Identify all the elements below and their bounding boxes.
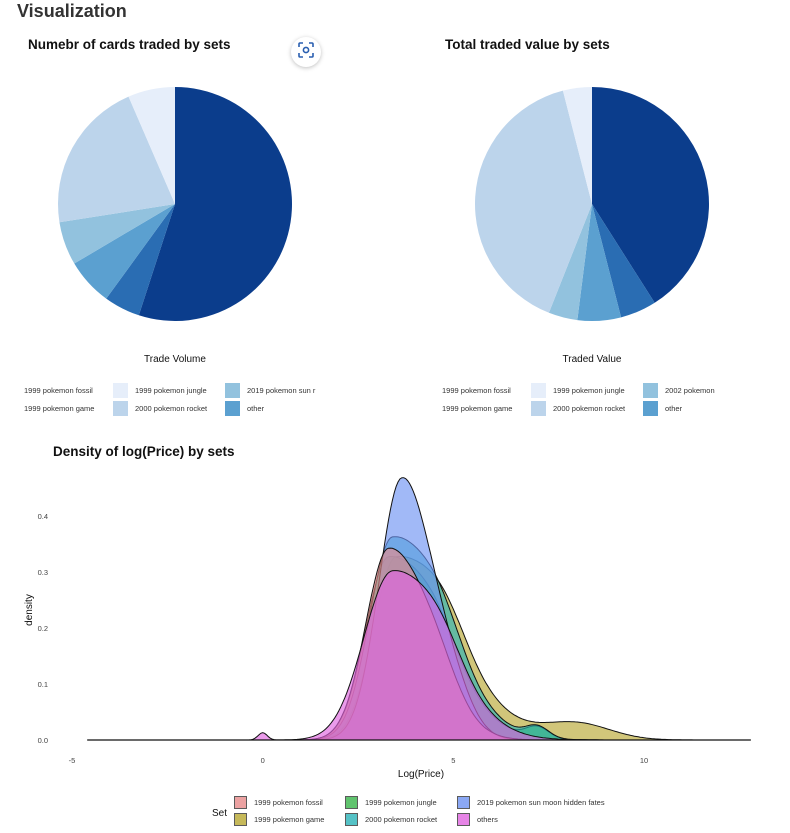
legend-label-other: other bbox=[247, 404, 265, 413]
pie-slice-1999-pokemon-game bbox=[475, 90, 592, 313]
legend-item-2000-pokemon-rocket: 2000 pokemon rocket bbox=[345, 813, 437, 826]
legend-swatch-2000-pokemon-rocket bbox=[225, 401, 240, 416]
pie1-title: Numebr of cards traded by sets bbox=[28, 37, 231, 52]
pie-slice-other bbox=[138, 87, 293, 321]
pie-slice-2000-pokemon-rocket bbox=[577, 204, 622, 322]
pie-slice-1999-pokemon-fossil bbox=[128, 87, 175, 204]
y-axis-label: density bbox=[24, 594, 35, 626]
legend-swatch-1999-pokemon-game bbox=[113, 401, 128, 416]
legend-label: 2019 pokemon sun moon hidden fates bbox=[477, 798, 605, 807]
legend-item-others: others bbox=[457, 813, 498, 826]
x-tick-label: 10 bbox=[640, 756, 648, 765]
pie1-xlabel: Trade Volume bbox=[144, 354, 206, 365]
legend-swatch bbox=[345, 813, 358, 826]
legend-label-2002-pokemon: 2002 pokemon bbox=[665, 386, 715, 395]
y-tick-label: 0.2 bbox=[38, 624, 48, 633]
pie2-legend: 1999 pokemon fossil 1999 pokemon game 1999… bbox=[442, 383, 752, 417]
legend-swatch bbox=[457, 796, 470, 809]
legend-swatch-1999-pokemon-jungle bbox=[643, 383, 658, 398]
legend-swatch-1999-pokemon-game bbox=[531, 401, 546, 416]
legend-label-1999-pokemon-game: 1999 pokemon game bbox=[442, 404, 513, 413]
pie-slice-2019-pokemon-sun-r bbox=[106, 204, 175, 316]
density-legend: Set 1999 pokemon fossil 1999 pokemon game… bbox=[212, 796, 652, 830]
legend-swatch bbox=[457, 813, 470, 826]
pie-slice-1999-pokemon-fossil bbox=[562, 87, 592, 204]
legend-label-2000-pokemon-rocket: 2000 pokemon rocket bbox=[135, 404, 208, 413]
legend-label: 1999 pokemon fossil bbox=[254, 798, 323, 807]
legend-label-1999-pokemon-fossil: 1999 pokemon fossil bbox=[442, 386, 511, 395]
density-legend-title: Set bbox=[212, 808, 228, 819]
legend-item-2019-pokemon-sun-moon-hidden-fates: 2019 pokemon sun moon hidden fates bbox=[457, 796, 605, 809]
x-tick-label: 5 bbox=[451, 756, 455, 765]
pie1-legend: 1999 pokemon fossil 1999 pokemon game 1999… bbox=[24, 383, 326, 417]
y-tick-label: 0.3 bbox=[38, 568, 48, 577]
pie-chart-traded-value bbox=[475, 87, 710, 322]
legend-label: 1999 pokemon game bbox=[254, 815, 325, 824]
legend-swatch-1999-pokemon-fossil bbox=[531, 383, 546, 398]
legend-label-2019-pokemon-sun-r: 2019 pokemon sun r bbox=[247, 386, 316, 395]
y-tick-label: 0.4 bbox=[38, 512, 48, 521]
pie-slice-1999-pokemon-jungle bbox=[548, 204, 592, 321]
legend-swatch-2000-pokemon-rocket bbox=[643, 401, 658, 416]
pie-chart-trade-volume bbox=[58, 87, 293, 321]
pie-slice-2002-pokemon bbox=[592, 204, 655, 318]
pie2-title: Total traded value by sets bbox=[445, 37, 610, 52]
focus-scan-icon bbox=[298, 41, 314, 63]
pie2-xlabel: Traded Value bbox=[562, 354, 622, 365]
density-area-others bbox=[87, 570, 751, 741]
legend-label-2000-pokemon-rocket: 2000 pokemon rocket bbox=[553, 404, 626, 413]
legend-label-1999-pokemon-fossil: 1999 pokemon fossil bbox=[24, 386, 93, 395]
legend-label-1999-pokemon-game: 1999 pokemon game bbox=[24, 404, 95, 413]
legend-label: 1999 pokemon jungle bbox=[365, 798, 437, 807]
legend-item-1999-pokemon-fossil: 1999 pokemon fossil bbox=[234, 796, 323, 809]
legend-label-1999-pokemon-jungle: 1999 pokemon jungle bbox=[553, 386, 625, 395]
density-chart: 0.0 0.1 0.2 0.3 0.4 -5 0 5 10 Log(Price) density bbox=[24, 477, 751, 780]
pie-slice-other bbox=[592, 87, 710, 303]
pie-slice-1999-pokemon-game bbox=[58, 96, 175, 223]
density-title: Density of log(Price) by sets bbox=[53, 444, 235, 459]
y-tick-label: 0.0 bbox=[38, 736, 48, 745]
legend-label-other: other bbox=[665, 404, 683, 413]
x-tick-label: 0 bbox=[261, 756, 265, 765]
pie-slice-1999-pokemon-jungle bbox=[59, 204, 176, 264]
legend-label: 2000 pokemon rocket bbox=[365, 815, 438, 824]
legend-item-1999-pokemon-game: 1999 pokemon game bbox=[234, 813, 324, 826]
focus-button[interactable] bbox=[291, 37, 321, 67]
x-tick-label: -5 bbox=[69, 756, 76, 765]
legend-label: others bbox=[477, 815, 498, 824]
legend-swatch-1999-pokemon-jungle bbox=[225, 383, 240, 398]
legend-item-1999-pokemon-jungle: 1999 pokemon jungle bbox=[345, 796, 437, 809]
y-tick-label: 0.1 bbox=[38, 680, 48, 689]
legend-swatch bbox=[234, 813, 247, 826]
x-axis-label: Log(Price) bbox=[398, 769, 444, 780]
legend-label-1999-pokemon-jungle: 1999 pokemon jungle bbox=[135, 386, 207, 395]
legend-swatch bbox=[345, 796, 358, 809]
page-title: Visualization bbox=[17, 1, 127, 21]
legend-swatch-1999-pokemon-fossil bbox=[113, 383, 128, 398]
legend-swatch bbox=[234, 796, 247, 809]
pie-slice-2000-pokemon-rocket bbox=[74, 204, 175, 299]
